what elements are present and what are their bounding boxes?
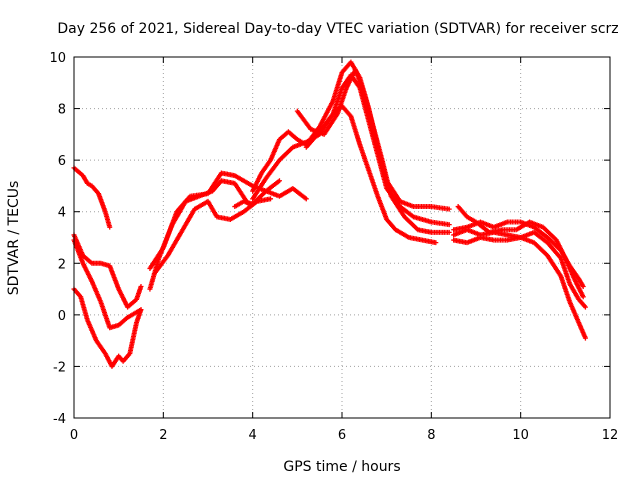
data-point bbox=[433, 240, 439, 246]
series-track-6 bbox=[147, 170, 282, 271]
series-track-16 bbox=[455, 204, 586, 300]
data-series bbox=[71, 59, 588, 369]
x-tick-label: 4 bbox=[249, 428, 257, 443]
y-tick-label: 10 bbox=[49, 51, 66, 66]
series-track-1 bbox=[71, 165, 113, 230]
data-point bbox=[582, 304, 588, 310]
y-axis-label: SDTVAR / TECUs bbox=[6, 181, 22, 296]
y-tick-label: -4 bbox=[53, 412, 66, 427]
series-track-13 bbox=[451, 219, 586, 289]
series-track-4 bbox=[71, 286, 144, 369]
data-point bbox=[138, 307, 144, 313]
series-track-10 bbox=[250, 72, 452, 228]
y-tick-label: 8 bbox=[58, 103, 66, 118]
x-tick-label: 10 bbox=[512, 428, 529, 443]
data-point bbox=[582, 335, 588, 341]
series-track-14 bbox=[451, 227, 588, 310]
x-tick-label: 6 bbox=[338, 428, 346, 443]
data-point bbox=[580, 283, 586, 289]
y-tick-label: 6 bbox=[58, 154, 66, 169]
data-point bbox=[303, 196, 309, 202]
data-point bbox=[276, 178, 282, 184]
y-tick-label: 4 bbox=[58, 206, 66, 221]
series-track-11 bbox=[294, 67, 452, 235]
data-point bbox=[446, 222, 452, 228]
y-tick-label: 0 bbox=[58, 309, 66, 324]
series-track-12 bbox=[303, 103, 439, 246]
x-axis-label: GPS time / hours bbox=[283, 459, 400, 475]
series-track-8 bbox=[232, 186, 309, 210]
x-tick-label: 2 bbox=[159, 428, 167, 443]
axis-ticks: 0 2 4 6 8 10 12 -4 -2 0 2 4 6 8 10 bbox=[49, 51, 618, 443]
data-point bbox=[446, 206, 452, 212]
series-track-15 bbox=[451, 235, 588, 341]
data-point bbox=[268, 196, 274, 202]
x-tick-label: 12 bbox=[602, 428, 619, 443]
series-track-7 bbox=[151, 196, 274, 277]
grid bbox=[74, 57, 610, 418]
data-point bbox=[138, 283, 144, 289]
y-tick-label: 2 bbox=[58, 257, 66, 272]
x-tick-label: 8 bbox=[427, 428, 435, 443]
data-point bbox=[446, 229, 452, 235]
data-point bbox=[580, 294, 586, 300]
y-tick-label: -2 bbox=[53, 360, 66, 375]
x-tick-label: 0 bbox=[70, 428, 78, 443]
data-point bbox=[107, 224, 113, 230]
chart-title: Day 256 of 2021, Sidereal Day-to-day VTE… bbox=[57, 21, 618, 37]
